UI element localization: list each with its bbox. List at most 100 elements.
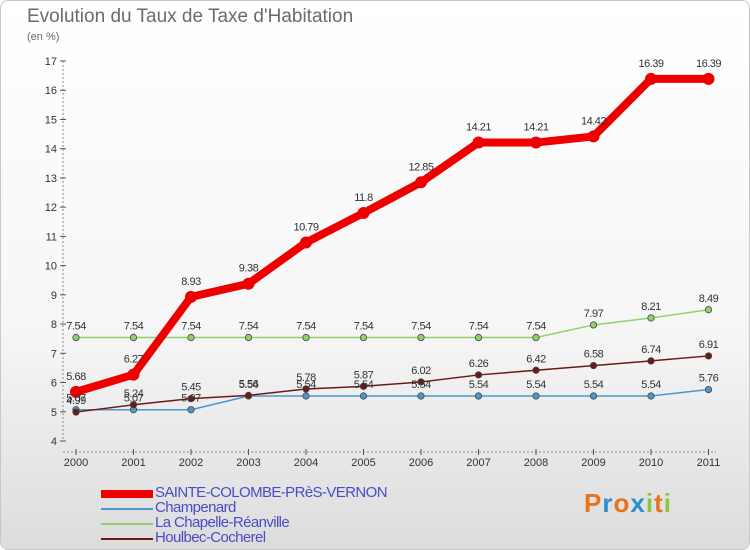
data-point: [532, 333, 540, 342]
data-point: [244, 391, 253, 399]
data-label: 5.54: [469, 379, 489, 391]
data-point: [359, 333, 368, 342]
data-label: 10.79: [293, 222, 318, 234]
data-point: [70, 385, 82, 398]
data-label: 5.07: [181, 393, 201, 405]
data-label: 8.93: [181, 276, 201, 288]
data-point: [129, 401, 138, 409]
x-tick-label: 2004: [294, 457, 318, 469]
data-point: [244, 333, 253, 342]
data-point: [589, 361, 598, 370]
data-labels: 7.54 7.54 7.54 7.54 7.54 7.54 7.54 7.54 7.54 7.97…: [66, 58, 722, 407]
data-point: [417, 378, 425, 386]
data-point: [359, 392, 368, 400]
x-tick-label: 2001: [121, 457, 145, 469]
y-tick-label: 12: [45, 202, 57, 214]
y-tick-label: 9: [51, 290, 57, 302]
data-label: 7.54: [411, 321, 431, 333]
data-point: [72, 333, 80, 342]
data-point: [300, 236, 312, 249]
x-tick-label: 2003: [236, 457, 260, 469]
series-layer: [70, 72, 715, 416]
data-label: 5.45: [181, 382, 201, 394]
x-tick-label: 2005: [351, 457, 375, 469]
data-label: 7.54: [124, 321, 144, 333]
data-label: 6.42: [526, 353, 546, 365]
data-point: [704, 352, 713, 360]
y-tick-label: 8: [51, 319, 57, 331]
data-point: [357, 207, 370, 219]
data-point: [474, 333, 483, 342]
data-point: [185, 290, 197, 303]
y-tick-label: 7: [51, 348, 57, 360]
logo-letter: x: [630, 488, 646, 518]
x-tick-label: 2006: [409, 457, 433, 469]
data-label: 16.39: [696, 58, 721, 70]
data-label: 5.54: [584, 379, 604, 391]
logo-letter: P: [584, 488, 603, 518]
data-label: 5.07: [66, 393, 86, 405]
data-label: 7.54: [354, 321, 374, 333]
data-label: 7.54: [296, 321, 316, 333]
x-tick-label: 2010: [639, 457, 663, 469]
data-point: [704, 306, 713, 314]
data-point: [302, 392, 310, 400]
y-tick-label: 11: [46, 231, 57, 243]
y-tick-label: 15: [45, 114, 57, 126]
data-label: 5.56: [239, 378, 259, 390]
data-point: [474, 371, 483, 379]
legend-label: La Chapelle-Réanville: [155, 514, 290, 531]
data-point: [647, 314, 655, 322]
data-label: 5.24: [124, 388, 144, 400]
axes: 4 5 6 7 8 9 10 11 12 13 14 15 16 17 2000 2001 2002 2003 20…: [45, 56, 721, 469]
logo-letter: o: [613, 488, 631, 518]
y-tick-label: 4: [51, 436, 57, 448]
data-point: [415, 176, 427, 189]
chart-title: Evolution du Taux de Taxe d'Habitation: [27, 6, 354, 27]
x-tick-label: 2000: [64, 457, 88, 469]
data-label: 6.26: [469, 358, 489, 370]
data-label: 5.87: [354, 369, 374, 381]
series-line-3: [75, 355, 710, 413]
legend-label: Houlbec-Cocherel: [155, 529, 266, 546]
data-label: 6.58: [584, 349, 604, 361]
y-tick-label: 13: [45, 173, 57, 185]
data-label: 14.42: [581, 115, 606, 127]
data-point: [417, 333, 425, 342]
data-point: [359, 382, 368, 390]
y-tick-label: 5: [51, 407, 57, 419]
data-point: [530, 136, 542, 149]
data-point: [532, 366, 540, 374]
data-label: 7.97: [584, 308, 604, 320]
data-label: 7.54: [239, 321, 259, 333]
data-point: [474, 392, 483, 400]
data-point: [472, 136, 485, 149]
data-label: 8.49: [699, 293, 719, 305]
data-label: 14.21: [523, 122, 548, 134]
data-label: 5.78: [296, 372, 316, 384]
data-label: 4.99: [66, 395, 86, 407]
y-tick-label: 16: [45, 85, 57, 97]
data-label: 6.27: [124, 354, 144, 366]
data-label: 6.02: [411, 365, 431, 377]
data-label: 14.21: [466, 122, 491, 134]
data-label: 5.76: [699, 373, 719, 385]
x-tick-label: 2007: [466, 457, 490, 469]
data-label: 8.21: [641, 301, 661, 313]
legend-label: SAINTE-COLOMBE-PRèS-VERNON: [155, 484, 388, 501]
data-point: [242, 277, 255, 290]
data-label: 12.85: [408, 161, 433, 173]
data-label: 5.07: [124, 393, 144, 405]
data-label: 6.91: [699, 339, 719, 351]
data-label: 7.54: [469, 321, 489, 333]
data-point: [647, 357, 655, 365]
data-label: 9.38: [239, 263, 259, 275]
data-point: [589, 321, 598, 329]
data-point: [129, 333, 138, 342]
data-label: 5.54: [641, 379, 661, 391]
data-label: 5.54: [239, 379, 259, 391]
legend-swatch: [101, 490, 153, 498]
data-point: [302, 333, 310, 342]
series-line-1: [75, 388, 710, 411]
data-point: [187, 406, 195, 414]
